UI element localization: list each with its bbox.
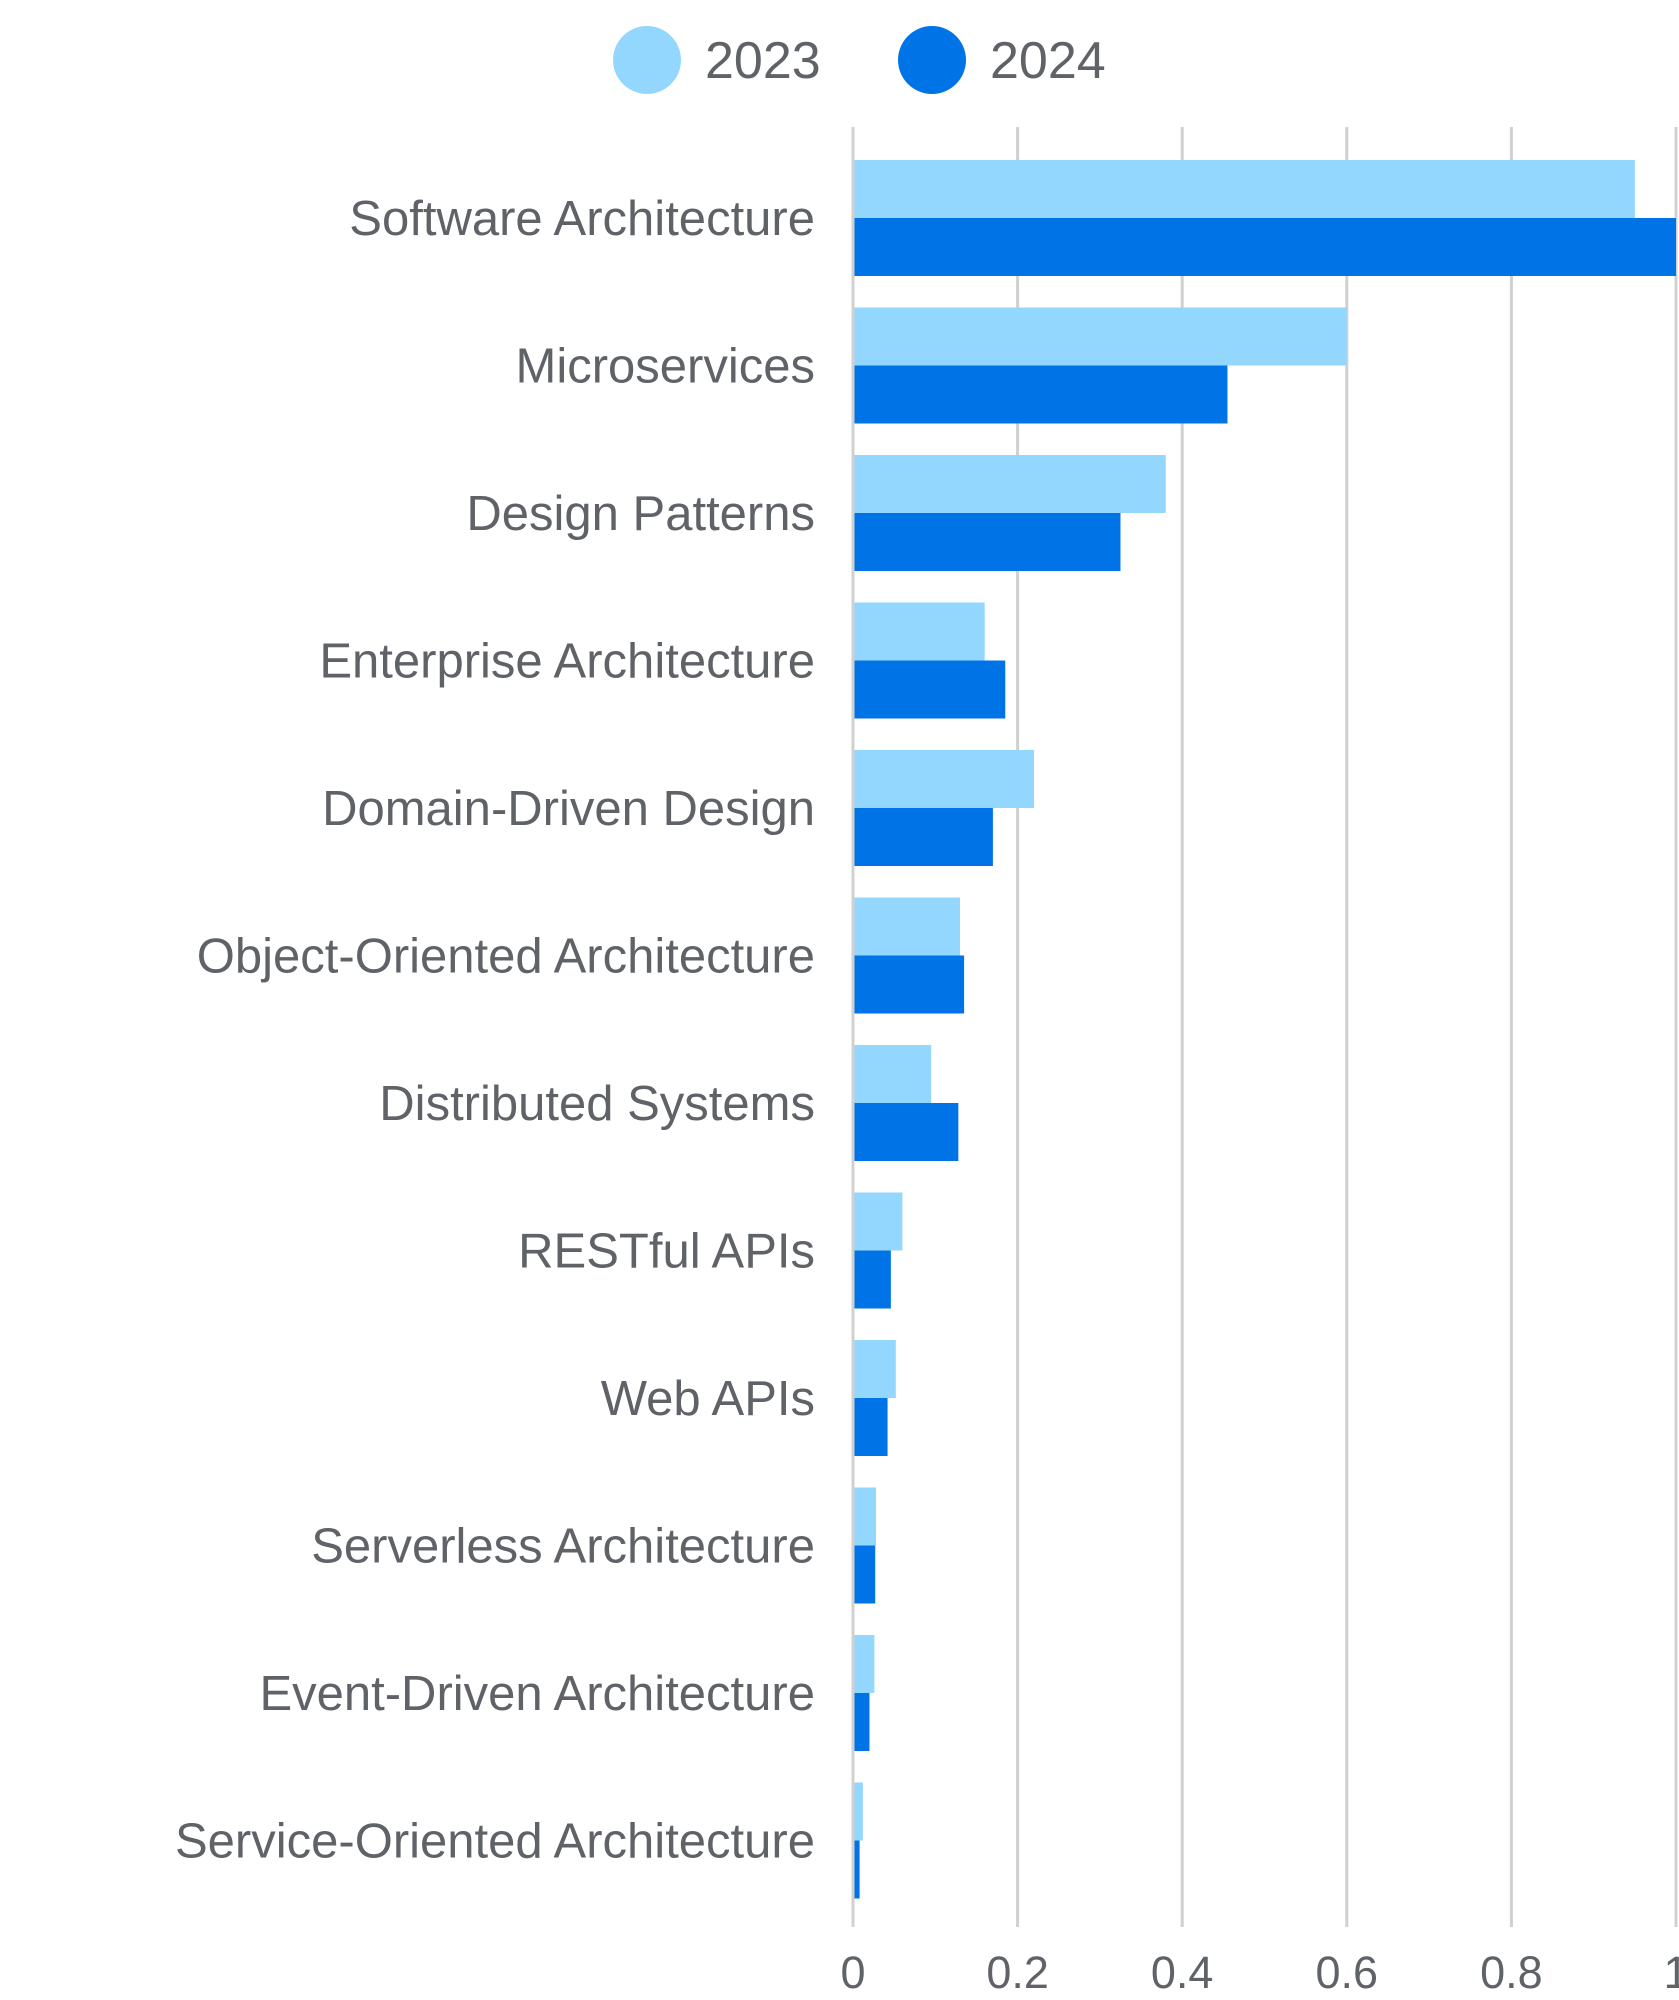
bar-2023-service-oriented-architecture xyxy=(853,1782,863,1841)
grid-lines xyxy=(1016,127,1678,1927)
bars xyxy=(853,160,1676,1899)
category-label: Microservices xyxy=(516,340,815,394)
x-tick-labels: 0 0.2 0.4 0.6 0.8 1 xyxy=(840,1947,1679,1998)
bar-2023-design-patterns xyxy=(853,455,1166,513)
category-label: Object-Oriented Architecture xyxy=(197,930,815,984)
category-labels: Software Architecture Microservices Design… xyxy=(175,192,815,1869)
bar-2023-web-apis xyxy=(853,1340,896,1398)
bar-2023-software-architecture xyxy=(853,160,1635,218)
category-label: Event-Driven Architecture xyxy=(259,1667,815,1721)
category-label: Design Patterns xyxy=(466,487,815,541)
bar-2024-software-architecture xyxy=(853,218,1676,276)
category-label: Distributed Systems xyxy=(379,1077,815,1131)
legend-swatch-2023 xyxy=(613,26,681,94)
bar-2023-serverless-architecture xyxy=(853,1487,877,1546)
category-label: Web APIs xyxy=(601,1372,815,1426)
bar-2024-service-oriented-architecture xyxy=(853,1840,860,1899)
category-label: Software Architecture xyxy=(349,192,815,246)
legend-label-2024: 2024 xyxy=(990,32,1106,90)
x-tick-label: 0.2 xyxy=(986,1947,1049,1998)
bar-2024-enterprise-architecture xyxy=(853,660,1006,719)
category-label: Enterprise Architecture xyxy=(319,635,815,689)
x-tick-label: 1 xyxy=(1663,1947,1679,1998)
bar-2024-design-patterns xyxy=(853,513,1121,571)
bar-2024-domain-driven-design xyxy=(853,808,993,866)
bar-2023-microservices xyxy=(853,307,1347,366)
category-label: Serverless Architecture xyxy=(311,1520,815,1574)
bar-2023-enterprise-architecture xyxy=(853,602,985,661)
bar-2024-distributed-systems xyxy=(853,1103,959,1161)
legend-swatch-2024 xyxy=(898,26,966,94)
legend-label-2023: 2023 xyxy=(705,32,821,90)
bar-2024-object-oriented-architecture xyxy=(853,955,965,1014)
bar-2023-event-driven-architecture xyxy=(853,1635,875,1693)
category-label: RESTful APIs xyxy=(518,1225,815,1279)
category-label: Service-Oriented Architecture xyxy=(175,1815,815,1869)
category-label: Domain-Driven Design xyxy=(322,782,815,836)
legend: 2023 2024 xyxy=(613,26,1106,94)
x-tick-label: 0.4 xyxy=(1151,1947,1214,1998)
x-tick-label: 0.8 xyxy=(1480,1947,1543,1998)
bar-2024-restful-apis xyxy=(853,1250,891,1309)
bar-2024-microservices xyxy=(853,365,1228,424)
bar-2024-serverless-architecture xyxy=(853,1545,876,1604)
bar-2023-object-oriented-architecture xyxy=(853,897,960,956)
bar-2023-domain-driven-design xyxy=(853,750,1035,808)
bar-2024-event-driven-architecture xyxy=(853,1693,870,1751)
bar-2024-web-apis xyxy=(853,1398,888,1456)
bar-2023-restful-apis xyxy=(853,1192,903,1251)
x-tick-label: 0 xyxy=(840,1947,865,1998)
x-tick-label: 0.6 xyxy=(1316,1947,1379,1998)
bar-2023-distributed-systems xyxy=(853,1045,932,1103)
